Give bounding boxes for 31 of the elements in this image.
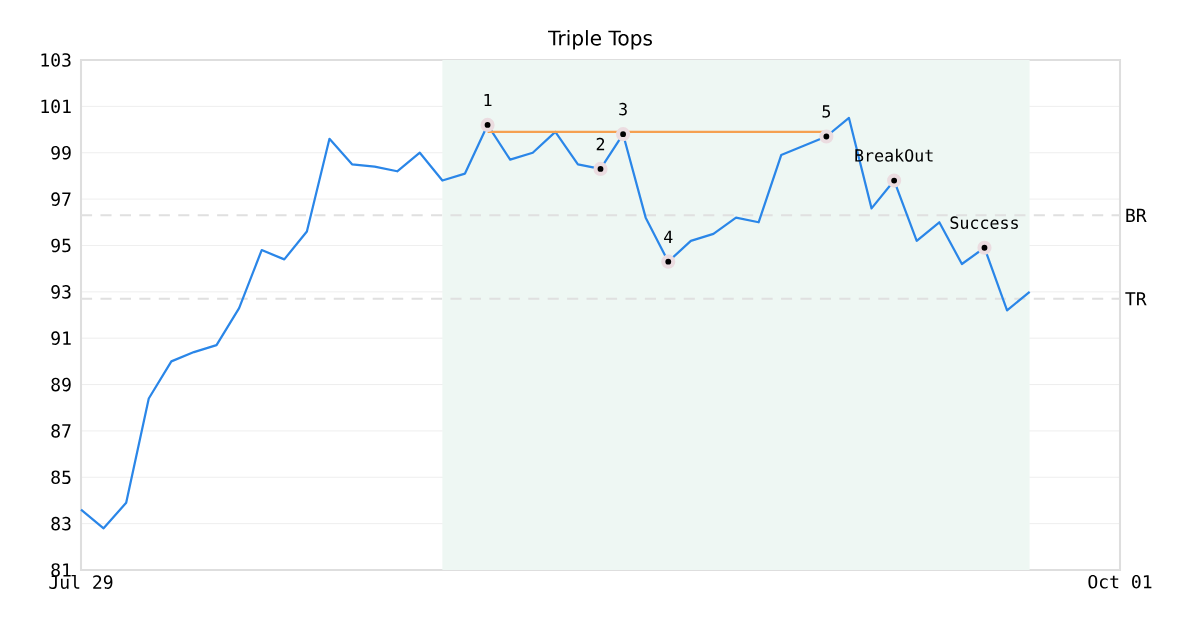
x-tick-label: Jul 29: [49, 574, 113, 589]
point: [819, 129, 834, 144]
point: [661, 254, 676, 269]
y-tick-label: 99: [51, 145, 71, 160]
y-tick-label: 97: [51, 192, 71, 206]
y-tick-label: 81: [51, 563, 71, 577]
annotation: 4: [664, 230, 673, 243]
annotation: 2: [596, 137, 605, 151]
y-tick-label: 91: [51, 331, 71, 346]
annotation: 5: [822, 105, 831, 118]
annotation: 3: [619, 102, 627, 116]
point: [887, 173, 902, 188]
point: [593, 161, 608, 177]
y-tick-label: 101: [41, 99, 71, 114]
y-tick-label: 87: [51, 424, 71, 438]
chart-title: Triple Tops: [548, 30, 652, 50]
y-tick-label: 93: [51, 284, 71, 299]
ref-line-label: TR: [1125, 292, 1147, 306]
annotation: Success: [950, 216, 1018, 229]
point: [480, 117, 495, 132]
point: [977, 240, 992, 255]
ref-line-label: BR: [1126, 208, 1147, 222]
line-series: [79, 116, 1031, 530]
x-tick-label: Oct 01: [1088, 574, 1152, 589]
y-tick-label: 85: [51, 470, 71, 485]
y-tick-label: 83: [51, 516, 71, 531]
y-tick-label: 103: [41, 53, 71, 67]
y-tick-label: 95: [51, 238, 71, 253]
y-tick-label: 89: [51, 377, 71, 392]
annotation: 1: [484, 93, 492, 107]
point: [616, 127, 631, 142]
